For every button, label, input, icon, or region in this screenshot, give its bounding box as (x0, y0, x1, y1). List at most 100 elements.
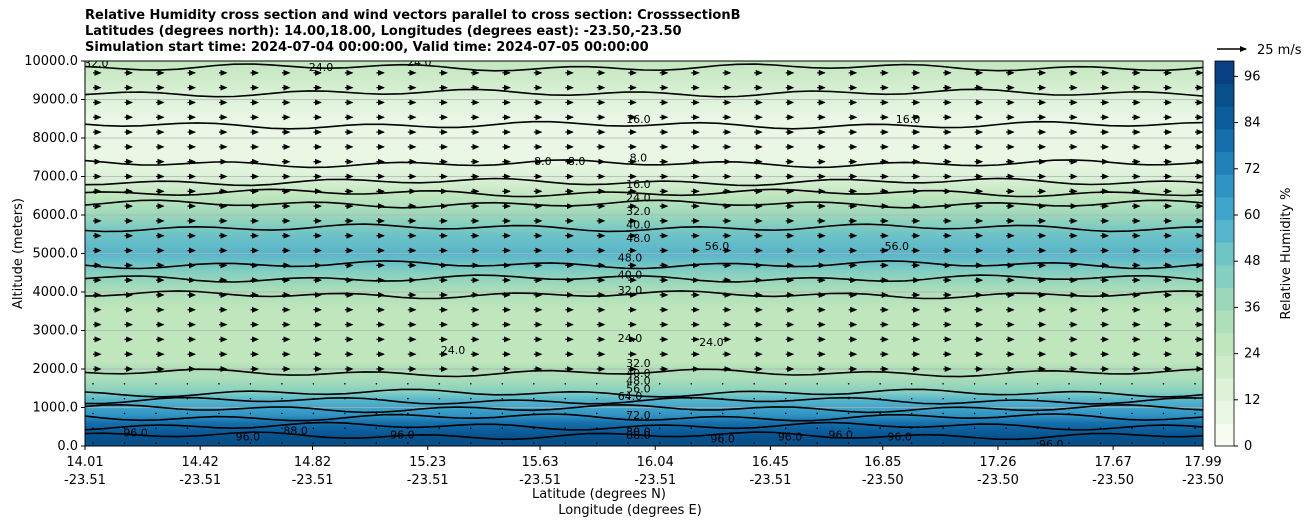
colorbar-tick-label-5: 60 (1244, 208, 1261, 223)
wind-vector-1-1 (123, 427, 126, 430)
wind-vector-4-7 (312, 383, 315, 385)
contour-label-18: 24.0 (618, 332, 643, 345)
wind-vector-1-0 (92, 427, 94, 430)
wind-vector-0-2 (155, 442, 157, 444)
wind-vector-1-5 (249, 427, 252, 430)
contour-label-28: 88.0 (626, 429, 651, 442)
wind-vector-0-14 (533, 442, 535, 444)
ytick-label-6: 6000.0 (33, 208, 79, 223)
wind-vector-4-21 (753, 383, 755, 385)
wind-vector-4-34 (1162, 383, 1165, 385)
wind-vector-2-22 (784, 412, 787, 415)
wind-vector-3-34 (1162, 397, 1165, 400)
wind-vector-2-4 (218, 412, 220, 415)
wind-vector-2-19 (690, 412, 693, 415)
contour-label-0: 32.0 (84, 57, 109, 70)
wind-vector-1-31 (1068, 427, 1070, 430)
wind-vector-4-24 (847, 383, 850, 385)
colorbar-band-13 (1215, 128, 1234, 153)
ytick-label-10: 10000.0 (24, 54, 78, 69)
colorbar-tick-label-6: 72 (1244, 162, 1261, 177)
wind-vector-2-6 (281, 412, 283, 415)
wind-vector-0-15 (564, 442, 567, 444)
contour-line-48-0 (85, 388, 1203, 398)
wind-vector-2-18 (658, 412, 661, 415)
colorbar-band-9 (1215, 219, 1234, 243)
wind-vector-0-4 (218, 442, 220, 444)
wind-vector-3-32 (1099, 397, 1102, 400)
wind-vector-1-10 (407, 427, 409, 430)
wind-vector-4-19 (690, 383, 693, 385)
xtick-lon-label-4: -23.51 (519, 473, 561, 488)
colorbar-band-1 (1215, 400, 1234, 424)
wind-vector-3-0 (92, 397, 94, 400)
wind-vector-2-20 (721, 412, 724, 415)
contour-line-32-2 (85, 199, 1203, 209)
wind-vector-0-23 (816, 442, 818, 444)
wind-vector-4-8 (344, 383, 346, 385)
contour-line-72-0 (85, 413, 1203, 422)
xtick-lon-label-7: -23.50 (862, 473, 904, 488)
wind-vector-0-20 (721, 442, 724, 444)
colorbar-tick-label-1: 12 (1244, 393, 1261, 408)
wind-vector-3-26 (910, 397, 913, 400)
contour-label-34: 96.0 (710, 432, 735, 445)
wind-vector-3-8 (344, 397, 346, 400)
contour-label-19: 24.0 (441, 344, 466, 357)
contour-line-24-1 (85, 63, 1203, 72)
contour-line-32-1 (85, 290, 1203, 300)
wind-vector-1-26 (910, 427, 913, 430)
colorbar-band-2 (1215, 378, 1234, 402)
wind-vector-2-12 (470, 412, 472, 415)
wind-vector-2-23 (816, 412, 818, 415)
wind-vector-2-5 (249, 412, 252, 415)
wind-vector-3-27 (942, 397, 944, 400)
wind-vector-4-25 (879, 383, 881, 385)
wind-vector-0-16 (595, 442, 598, 444)
xtick-lat-label-8: 17.26 (979, 455, 1016, 470)
wind-vector-2-2 (155, 412, 157, 415)
colorbar-band-12 (1215, 151, 1234, 175)
wind-vector-2-21 (753, 412, 755, 415)
colorbar-band-7 (1215, 264, 1234, 288)
colorbar-band-14 (1215, 106, 1234, 130)
colorbar-tick-label-0: 0 (1244, 439, 1252, 454)
wind-vector-0-29 (1005, 442, 1007, 444)
ytick-label-4: 4000.0 (33, 285, 79, 300)
contour-label-23: 48.0 (626, 375, 651, 388)
wind-vector-4-28 (973, 383, 976, 385)
contour-label-7: 8.0 (630, 151, 648, 164)
axes: 0.0 1000.0 2000.0 3000.0 4000.0 5000.0 6000.0 7… (11, 54, 1224, 518)
wind-vector-3-24 (847, 397, 850, 400)
contour-label-9: 24.0 (626, 192, 651, 205)
contour-label-13: 56.0 (705, 240, 730, 253)
xtick-lat-label-2: 14.82 (294, 455, 331, 470)
wind-vector-4-23 (816, 383, 818, 385)
wind-vector-3-28 (973, 397, 976, 400)
ytick-label-8: 8000.0 (33, 131, 79, 146)
xtick-lon-label-3: -23.51 (407, 473, 449, 488)
wind-vector-2-35 (1194, 412, 1196, 415)
wind-vector-2-15 (564, 412, 567, 415)
wind-vector-4-15 (564, 383, 567, 385)
xtick-lat-label-1: 14.42 (182, 455, 219, 470)
wind-vector-4-0 (92, 383, 94, 385)
wind-vector-4-33 (1131, 383, 1133, 385)
colorbar-band-15 (1215, 83, 1234, 107)
wind-vector-2-7 (312, 412, 315, 415)
contour-line-48-2 (85, 223, 1203, 233)
wind-vector-3-4 (218, 397, 220, 400)
contour-label-26: 72.0 (626, 409, 651, 422)
wind-vector-0-18 (658, 442, 661, 444)
wind-vector-0-27 (942, 442, 944, 444)
chart-title-line-2: Latitudes (degrees north): 14.00,18.00, … (85, 24, 682, 39)
wind-vector-4-11 (438, 383, 441, 385)
wind-vector-1-16 (595, 427, 598, 430)
wind-vector-1-6 (281, 427, 283, 430)
colorbar-tick-label-2: 24 (1244, 347, 1261, 362)
ytick-label-0: 0.0 (57, 439, 78, 454)
wind-vector-1-22 (784, 427, 787, 430)
wind-vector-0-11 (438, 442, 441, 444)
wind-vector-4-6 (281, 383, 283, 385)
contour-label-29: 96.0 (1039, 438, 1064, 451)
